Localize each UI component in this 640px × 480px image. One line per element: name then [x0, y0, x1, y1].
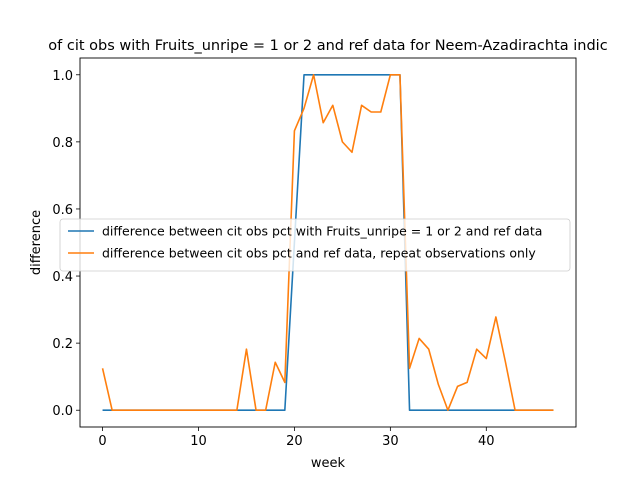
y-axis-label: difference [29, 210, 44, 275]
legend-box [59, 218, 571, 272]
y-tick-label: 0.6 [52, 203, 73, 218]
y-tick-label: 0.8 [52, 136, 73, 151]
y-tick-label: 0.4 [52, 270, 73, 285]
x-axis-label: week [311, 456, 346, 471]
legend-label-1: difference between cit obs pct with Frui… [102, 224, 542, 239]
x-axis-ticks: 0 10 20 30 40 [98, 427, 495, 449]
series-line-2 [101, 73, 554, 412]
y-tick-label: 0.2 [52, 337, 73, 352]
series-layer [101, 73, 554, 412]
legend-entries: difference between cit obs pct with Frui… [68, 224, 542, 261]
y-tick-label: 1.0 [52, 69, 73, 84]
y-axis-ticks: 0.0 0.2 0.4 0.6 0.8 1.0 [52, 69, 80, 419]
x-tick-label: 40 [478, 434, 495, 449]
x-tick-label: 0 [98, 434, 106, 449]
x-tick-label: 20 [286, 434, 303, 449]
x-tick-label: 30 [382, 434, 399, 449]
legend: difference between cit obs pct with Frui… [59, 218, 571, 272]
y-tick-label: 0.0 [52, 404, 73, 419]
legend-label-2: difference between cit obs pct and ref d… [102, 246, 536, 261]
chart-title: of cit obs with Fruits_unripe = 1 or 2 a… [48, 38, 607, 54]
x-tick-label: 10 [190, 434, 207, 449]
